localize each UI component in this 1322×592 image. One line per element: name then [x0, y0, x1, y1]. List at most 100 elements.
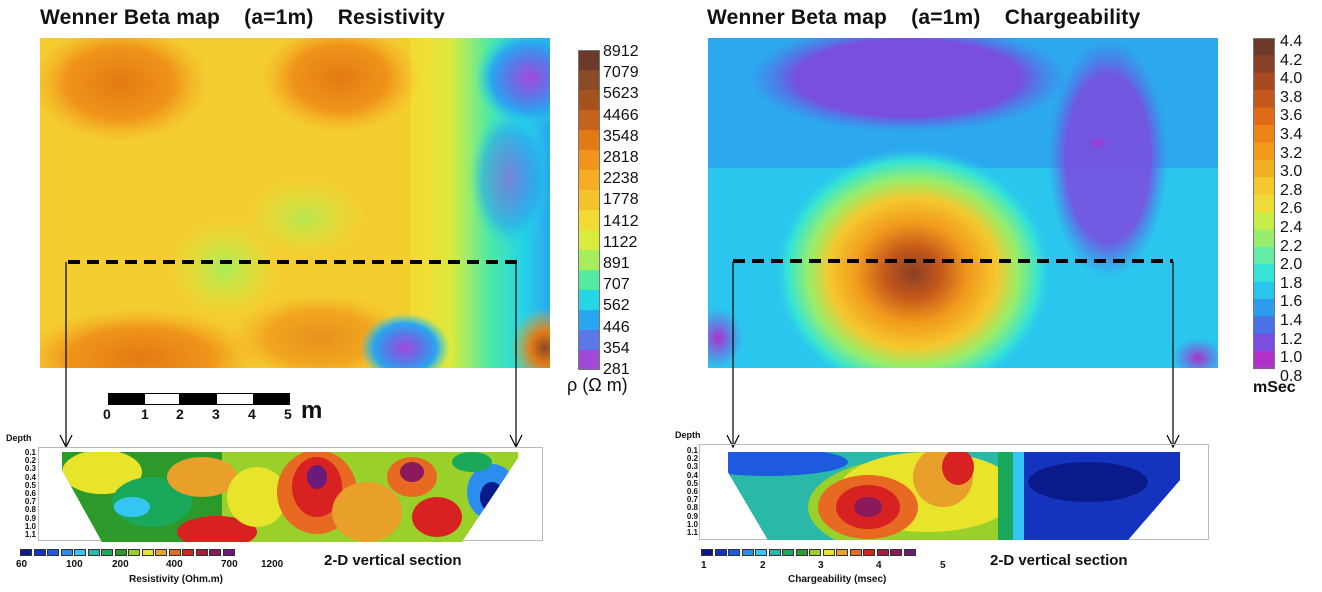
resistivity-section-depth-title: Depth	[6, 433, 32, 443]
scale-bar-tick-label: 5	[284, 406, 292, 422]
chargeability-depth-tick: 0.8	[686, 503, 698, 513]
resistivity-palette-swatch	[47, 549, 59, 556]
chargeability-colorbar-swatch	[1253, 159, 1275, 178]
chargeability-colorbar-swatch	[1253, 229, 1275, 248]
chargeability-palette-label: 3	[818, 560, 824, 571]
chargeability-depth-tick: 0.7	[686, 495, 698, 505]
resistivity-colorbar-tick-label: 354	[603, 339, 630, 357]
resistivity-palette-swatch	[87, 549, 100, 556]
resistivity-colorbar-swatch	[578, 170, 600, 191]
resistivity-colorbar-tick-label: 562	[603, 297, 630, 315]
resistivity-depth-tick: 0.9	[24, 513, 36, 523]
chargeability-palette-swatch	[714, 549, 727, 556]
chargeability-colorbar-tick-label: 3.4	[1280, 126, 1303, 143]
resistivity-palette-swatch	[195, 549, 208, 556]
chargeability-palette-swatch	[728, 549, 740, 556]
resistivity-colorbar-tick-label: 446	[603, 318, 630, 336]
resistivity-palette-swatch	[74, 549, 86, 556]
chargeability-colorbar-tick-label: 1.2	[1280, 330, 1303, 348]
resistivity-unit-label: ρ (Ω m)	[567, 375, 628, 395]
chargeability-depth-tick: 0.5	[686, 478, 698, 488]
chargeability-projection-arrows	[726, 262, 1180, 449]
chargeability-colorbar-tick-label: 4.2	[1280, 51, 1303, 69]
resistivity-palette-swatch	[101, 549, 113, 556]
resistivity-colorbar-swatch	[578, 230, 600, 251]
resistivity-depth-tick: 0.1	[24, 448, 36, 457]
resistivity-depth-tick: 0.7	[24, 497, 36, 507]
resistivity-section-depth-ticks: 0.1 0.2 0.3 0.4 0.5 0.6 0.7 0.8 0.9 1.0 1.1	[10, 448, 36, 540]
chargeability-colorbar-swatch	[1253, 55, 1275, 74]
chargeability-palette-swatch	[809, 549, 821, 556]
scale-bar	[108, 393, 290, 405]
chargeability-palette-label: 2	[760, 560, 766, 571]
chargeability-colorbar-swatch	[1253, 246, 1275, 265]
chargeability-depth-tick: 0.4	[686, 470, 698, 480]
chargeability-colorbar-tick-label: 3.0	[1280, 163, 1303, 181]
chargeability-palette-swatch	[903, 549, 916, 556]
chargeability-section-caption: 2-D vertical section	[990, 552, 1128, 569]
resistivity-colorbar-tick-label: 1778	[603, 191, 639, 209]
resistivity-section-palette	[20, 549, 236, 556]
scale-bar-tick-label: 2	[176, 406, 184, 422]
chargeability-palette-swatch	[822, 549, 835, 556]
resistivity-colorbar-swatch	[578, 150, 600, 171]
chargeability-section-depth-ticks: 0.1 0.2 0.3 0.4 0.5 0.6 0.7 0.8 0.9 1.0 1.1	[672, 446, 698, 538]
resistivity-colorbar-swatch	[578, 270, 600, 291]
resistivity-colorbar-tick-label: 891	[603, 255, 630, 272]
resistivity-palette-swatch	[141, 549, 154, 556]
resistivity-section-caption: 2-D vertical section	[324, 552, 462, 569]
chargeability-palette-swatch	[890, 549, 902, 556]
scale-bar-unit: m	[301, 397, 323, 424]
resistivity-colorbar-tick-label: 281	[603, 361, 630, 378]
resistivity-depth-tick: 0.5	[24, 480, 36, 490]
chargeability-depth-tick: 0.2	[686, 454, 698, 464]
resistivity-palette-label: 700	[221, 559, 238, 570]
resistivity-colorbar-swatch	[578, 350, 600, 370]
resistivity-colorbar-tick-label: 7079	[603, 64, 639, 82]
chargeability-palette-label: 4	[876, 560, 882, 571]
resistivity-colorbar-tick-label: 2238	[603, 170, 639, 188]
chargeability-depth-tick: 0.1	[686, 446, 698, 455]
chargeability-colorbar-tick-label: 3.6	[1280, 107, 1303, 125]
resistivity-palette-swatch	[209, 549, 221, 556]
resistivity-colorbar-tick-label: 8912	[603, 43, 639, 60]
chargeability-colorbar-swatch	[1253, 281, 1275, 300]
chargeability-colorbar-swatch	[1253, 351, 1275, 370]
resistivity-palette-swatch	[20, 549, 32, 556]
resistivity-depth-tick: 0.2	[24, 456, 36, 466]
chargeability-colorbar-swatch	[1253, 177, 1275, 196]
resistivity-colorbar-swatch	[578, 50, 600, 71]
resistivity-colorbar-swatch	[578, 90, 600, 111]
chargeability-palette-swatch	[795, 549, 808, 556]
chargeability-depth-tick: 1.0	[686, 519, 698, 529]
chargeability-colorbar-swatch	[1253, 72, 1275, 91]
resistivity-contour-map	[40, 38, 550, 368]
resistivity-palette-label: 60	[16, 559, 28, 570]
chargeability-colorbar-tick-label: 1.8	[1280, 274, 1303, 292]
chargeability-colorbar-swatch	[1253, 142, 1275, 161]
chargeability-colorbar-swatch	[1253, 212, 1275, 230]
resistivity-colorbar-swatch	[578, 70, 600, 91]
chargeability-colorbar-tick-label: 2.6	[1280, 200, 1303, 218]
chargeability-colorbar-tick-label: 0.8	[1280, 367, 1303, 385]
chargeability-contour-map	[708, 38, 1218, 368]
chargeability-colorbar-swatch	[1253, 264, 1275, 283]
chargeability-depth-tick: 1.1	[686, 528, 698, 538]
chargeability-palette-swatch	[836, 549, 848, 556]
chargeability-colorbar-tick-label: 1.6	[1280, 293, 1303, 311]
resistivity-palette-label: 400	[166, 559, 183, 570]
resistivity-palette-swatch	[182, 549, 194, 556]
resistivity-palette-title: Resistivity (Ohm.m)	[129, 574, 223, 585]
chargeability-palette-swatch	[863, 549, 875, 556]
chargeability-colorbar-tick-label: 2.0	[1280, 256, 1303, 274]
resistivity-colorbar-tick-label: 5623	[603, 85, 639, 103]
chargeability-palette-swatch	[768, 549, 781, 556]
resistivity-depth-tick: 1.1	[24, 530, 36, 540]
resistivity-colorbar-tick-label: 4466	[603, 106, 639, 124]
chargeability-depth-tick: 0.6	[686, 487, 698, 497]
chargeability-colorbar-swatch	[1253, 316, 1275, 335]
resistivity-palette-swatch	[155, 549, 167, 556]
resistivity-palette-label: 100	[66, 559, 83, 570]
resistivity-2d-section	[62, 452, 518, 542]
chargeability-colorbar-tick-label: 2.8	[1280, 181, 1303, 199]
